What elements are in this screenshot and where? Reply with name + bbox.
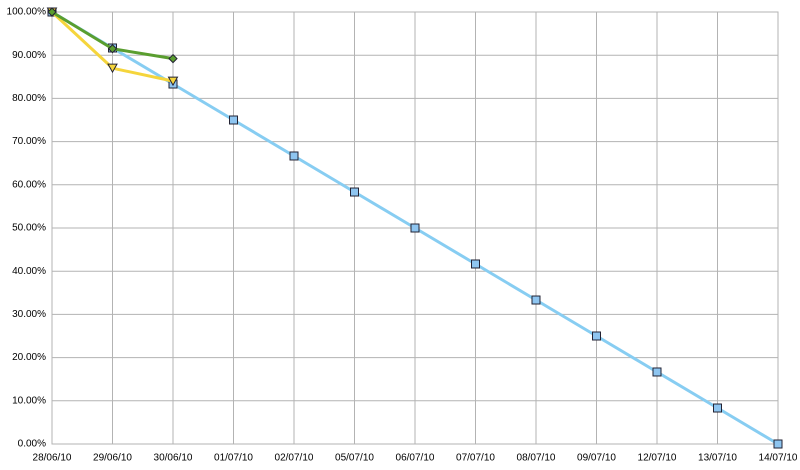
marker — [229, 115, 238, 125]
y-tick-label: 0.00% — [18, 439, 46, 450]
marker — [773, 439, 783, 449]
marker — [168, 53, 178, 64]
y-tick-label: 20.00% — [12, 352, 46, 363]
marker — [47, 7, 57, 17]
y-tick-label: 80.00% — [12, 93, 46, 104]
marker — [167, 76, 179, 87]
marker — [289, 151, 299, 161]
x-tick-label: 07/07/10 — [456, 453, 495, 464]
marker — [531, 295, 541, 305]
x-tick-label: 14/07/10 — [759, 453, 798, 464]
x-tick-label: 30/06/10 — [154, 453, 193, 464]
y-tick-label: 30.00% — [12, 309, 46, 320]
marker — [107, 63, 118, 74]
marker — [592, 331, 601, 341]
y-tick-label: 60.00% — [12, 179, 46, 190]
x-tick-label: 12/07/10 — [638, 453, 677, 464]
marker — [471, 259, 480, 269]
y-tick-label: 50.00% — [12, 223, 46, 234]
plot-frame — [51, 11, 779, 445]
x-tick-label: 09/07/10 — [577, 453, 616, 464]
marker — [410, 223, 420, 233]
x-tick-label: 01/07/10 — [214, 453, 253, 464]
marker — [713, 403, 722, 413]
marker — [652, 367, 662, 377]
marker — [107, 44, 118, 54]
y-tick-label: 90.00% — [12, 50, 46, 61]
x-tick-label: 29/06/10 — [93, 453, 132, 464]
x-tick-label: 06/07/10 — [396, 453, 435, 464]
marker — [350, 187, 359, 197]
y-tick-label: 70.00% — [12, 136, 46, 147]
y-tick-label: 10.00% — [12, 395, 46, 406]
y-tick-label: 100.00% — [7, 7, 47, 18]
x-tick-label: 02/07/10 — [275, 453, 314, 464]
x-tick-label: 05/07/10 — [335, 453, 374, 464]
y-tick-label: 40.00% — [12, 266, 46, 277]
x-tick-label: 28/06/10 — [33, 453, 72, 464]
x-tick-label: 08/07/10 — [517, 453, 556, 464]
x-tick-label: 13/07/10 — [698, 453, 737, 464]
